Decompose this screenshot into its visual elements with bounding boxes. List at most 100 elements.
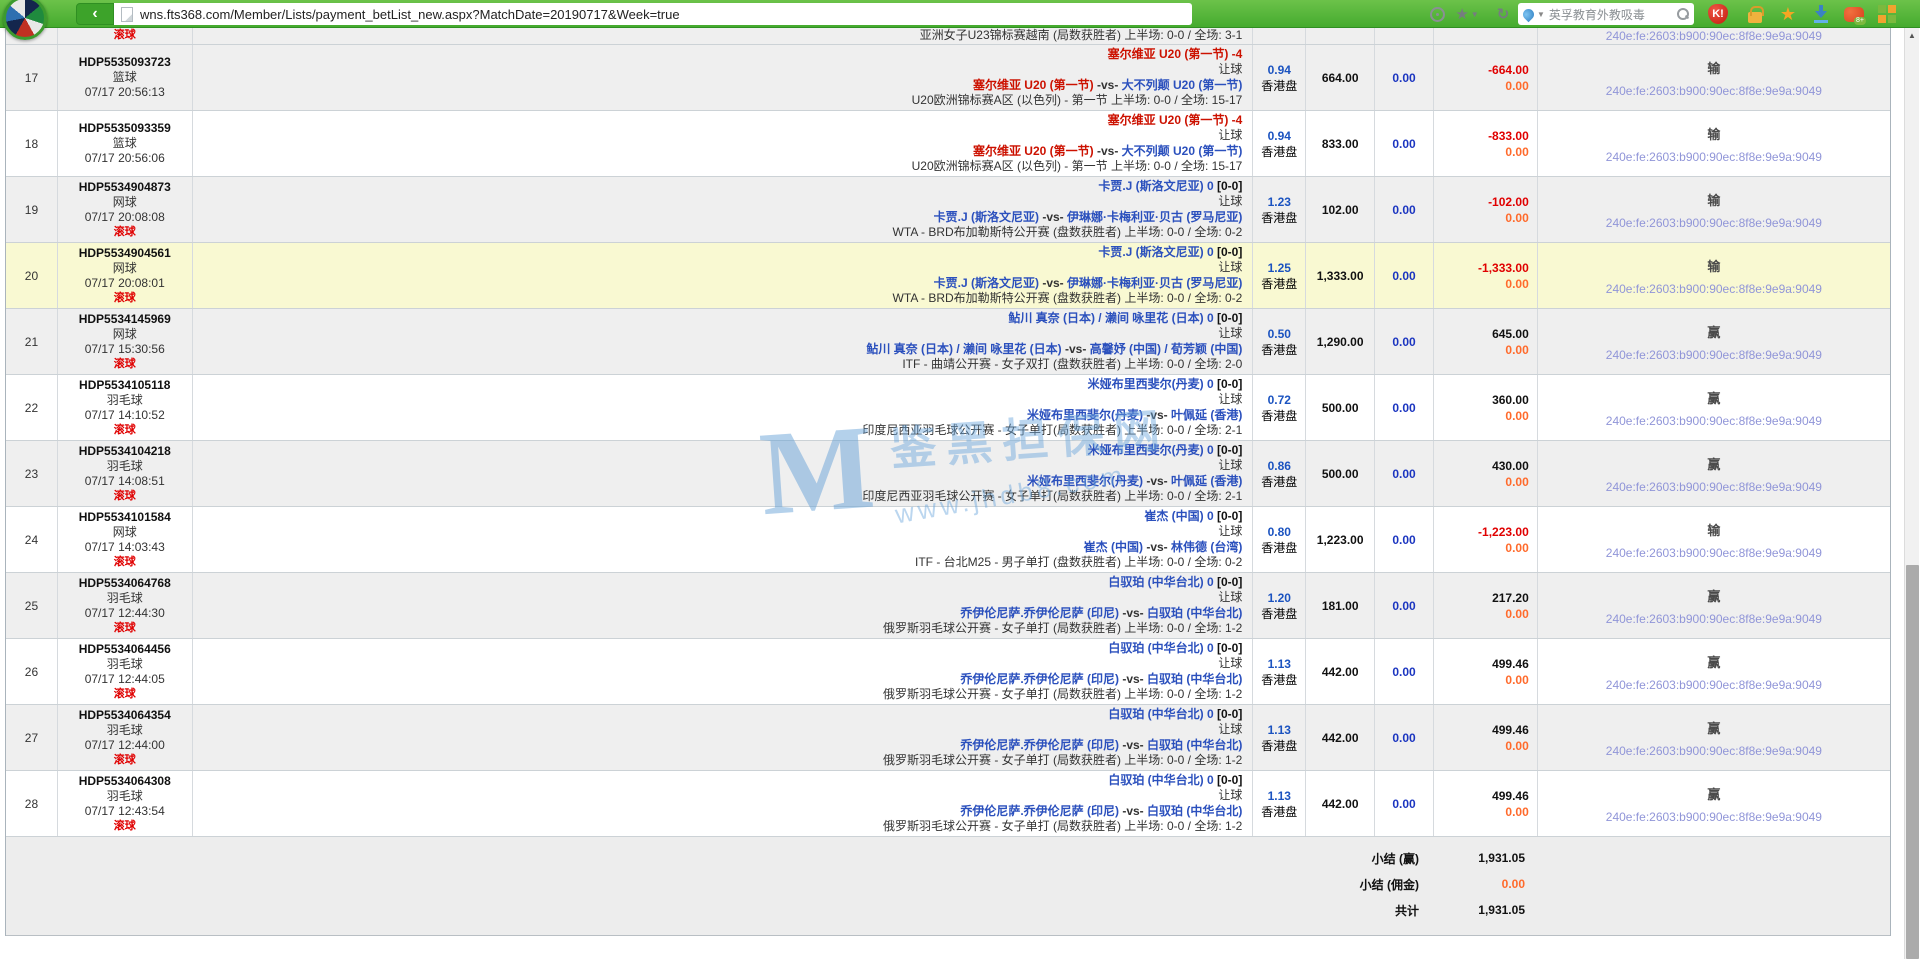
winloss-cell: -833.00 0.00 [1434, 111, 1538, 176]
bet-time: 07/17 20:56:06 [84, 151, 165, 165]
games-icon[interactable] [1842, 3, 1866, 25]
table-row[interactable]: 17 HDP5535093723 篮球 07/17 20:56:13 塞尔维亚 … [6, 45, 1890, 111]
winloss-value: -833.00 [1488, 128, 1529, 143]
match-details: 崔杰 (中国) 0 [0-0] 让球 崔杰 (中国) -vs- 林伟德 (台湾)… [193, 507, 1254, 572]
result-cell: 输 240e:fe:2603:b900:90ec:8f8e:9e9a:9049 [1538, 111, 1890, 176]
apps-grid-icon[interactable] [1876, 3, 1898, 25]
teams-line: 塞尔维亚 U20 (第一节) -vs- 大不列颠 U20 (第一节) [972, 77, 1243, 92]
table-row[interactable]: 21 HDP5534145969 网球 07/17 15:30:56 滚球 鲇川… [6, 309, 1890, 375]
odds-value: 0.94 [1267, 62, 1291, 77]
bet-time: 07/17 20:56:13 [84, 85, 165, 99]
summary-row-commission: 小结 (佣金) 0.00 [6, 871, 1890, 897]
table-row[interactable]: 28 HDP5534064308 羽毛球 07/17 12:43:54 滚球 白… [6, 771, 1890, 837]
winloss-cell: -1,333.00 0.00 [1434, 243, 1538, 308]
bet-time: 07/17 12:44:30 [84, 605, 165, 620]
bet-time: 07/17 20:08:08 [84, 209, 165, 224]
summary-section: 小结 (赢) 1,931.05 小结 (佣金) 0.00 共计 1,931.05 [6, 837, 1890, 936]
browser-search-box[interactable]: ▼ 英孚教育外教吸毒 [1518, 3, 1694, 25]
winloss-cell: 360.00 0.00 [1434, 375, 1538, 440]
bet-time: 07/17 14:10:52 [84, 407, 165, 422]
result-label: 赢 [1707, 786, 1721, 802]
table-row[interactable]: 26 HDP5534064456 羽毛球 07/17 12:44:05 滚球 白… [6, 639, 1890, 705]
league-line: 亚洲女子U23锦标赛越南 (局数获胜者) 上半场: 0-0 / 全场: 3-1 [919, 28, 1243, 42]
amount-cell: 1,290.00 [1306, 309, 1376, 374]
row-number: 19 [6, 177, 58, 242]
bet-time: 07/17 14:08:51 [84, 473, 165, 488]
commission-value: 0.00 [1505, 144, 1529, 159]
commission-value: 0.00 [1505, 408, 1529, 423]
table-row[interactable]: 27 HDP5534064354 羽毛球 07/17 12:44:00 滚球 白… [6, 705, 1890, 771]
search-engine-caret-icon[interactable]: ▼ [1537, 9, 1545, 19]
back-button[interactable]: ‹ [76, 3, 114, 25]
odds-value: 0.72 [1267, 392, 1291, 407]
summary-label: 小结 (赢) [1371, 851, 1419, 866]
result-label: 赢 [1707, 720, 1721, 736]
security-shield-icon[interactable]: K! [1706, 3, 1730, 25]
favorite-star-icon[interactable]: ★ [1779, 3, 1797, 24]
sport-label: 羽毛球 [106, 788, 143, 803]
winloss-cell: -102.00 0.00 [1434, 177, 1538, 242]
league-line: 俄罗斯羽毛球公开赛 - 女子单打 (局数获胜者) 上半场: 0-0 / 全场: … [882, 621, 1243, 635]
live-badge: 滚球 [113, 225, 136, 238]
url-text[interactable]: wns.fts368.com/Member/Lists/payment_betL… [140, 6, 680, 22]
sport-label: 羽毛球 [106, 590, 143, 605]
table-row[interactable]: 25 HDP5534064768 羽毛球 07/17 12:44:30 滚球 白… [6, 573, 1890, 639]
scroll-up-arrow-icon[interactable]: ▲ [1908, 31, 1916, 40]
choice-line: 崔杰 (中国) 0 [0-0] [1144, 508, 1243, 523]
result-cell: 赢 240e:fe:2603:b900:90ec:8f8e:9e9a:9049 [1538, 573, 1890, 638]
bet-id: HDP5535093723 [78, 55, 171, 69]
odds-type: 香港盘 [1261, 474, 1298, 489]
browser-logo-ball-icon[interactable] [3, 0, 47, 40]
bet-info: HDP5534145969 网球 07/17 15:30:56 滚球 [58, 309, 193, 374]
valid-amount-cell: 0.00 [1375, 243, 1434, 308]
table-row[interactable]: 23 HDP5534104218 羽毛球 07/17 14:08:51 滚球 米… [6, 441, 1890, 507]
result-label: 赢 [1707, 588, 1721, 604]
nav-wheel-icon[interactable] [1426, 3, 1448, 25]
scrollbar-thumb[interactable] [1906, 565, 1919, 959]
amount-cell [1306, 28, 1376, 44]
table-row[interactable]: 20 HDP5534904561 网球 07/17 20:08:01 滚球 卡贾… [6, 243, 1890, 309]
refresh-icon[interactable]: ↻ [1496, 6, 1510, 23]
teams-line: 乔伊伦尼萨.乔伊伦尼萨 (印尼) -vs- 白驭珀 (中华台北) [960, 803, 1243, 818]
bet-time: 07/17 14:03:43 [84, 539, 165, 554]
row-number: 20 [6, 243, 58, 308]
teams-line: 米娅布里西斐尔(丹麦) -vs- 叶佩延 (香港) [1026, 407, 1243, 422]
table-row[interactable]: 22 HDP5534105118 羽毛球 07/17 14:10:52 滚球 米… [6, 375, 1890, 441]
table-row[interactable]: 19 HDP5534904873 网球 07/17 20:08:08 滚球 卡贾… [6, 177, 1890, 243]
bet-info: HDP5535093723 篮球 07/17 20:56:13 [58, 45, 193, 110]
download-icon[interactable] [1810, 3, 1832, 25]
sport-label: 羽毛球 [106, 722, 143, 737]
summary-value: 0.00 [1501, 877, 1525, 891]
valid-amount-cell: 0.00 [1375, 111, 1434, 176]
odds-cell: 0.80 香港盘 [1253, 507, 1307, 572]
winloss-value: -664.00 [1488, 62, 1529, 77]
odds-cell: 1.25 香港盘 [1253, 243, 1307, 308]
odds-type: 香港盘 [1261, 738, 1298, 753]
bet-id: HDP5534064354 [78, 707, 171, 722]
winloss-cell: 499.46 0.00 [1434, 639, 1538, 704]
odds-cell: 0.86 香港盘 [1253, 441, 1307, 506]
winloss-value: -102.00 [1488, 194, 1529, 209]
bet-id: HDP5534104218 [78, 443, 171, 458]
table-row[interactable]: 18 HDP5535093359 篮球 07/17 20:56:06 塞尔维亚 … [6, 111, 1890, 177]
match-details: 塞尔维亚 U20 (第一节) -4 让球 塞尔维亚 U20 (第一节) -vs-… [193, 111, 1254, 176]
sport-label: 羽毛球 [106, 392, 143, 407]
league-line: ITF - 台北M25 - 男子单打 (盘数获胜者) 上半场: 0-0 / 全场… [914, 555, 1243, 569]
winloss-value: 360.00 [1492, 392, 1529, 407]
table-row[interactable]: 24 HDP5534101584 网球 07/17 14:03:43 滚球 崔杰… [6, 507, 1890, 573]
bookmark-star-icon[interactable]: ★ ▼ [1455, 6, 1479, 23]
bet-info: HDP5534105118 羽毛球 07/17 14:10:52 滚球 [58, 375, 193, 440]
table-row-partial[interactable]: 滚球 亚洲女子U23锦标赛越南 (局数获胜者) 上半场: 0-0 / 全场: 3… [6, 28, 1890, 45]
result-label: 赢 [1707, 456, 1721, 472]
winloss-cell: -1,223.00 0.00 [1434, 507, 1538, 572]
address-bar[interactable]: wns.fts368.com/Member/Lists/payment_betL… [114, 3, 1192, 25]
lock-icon[interactable] [1744, 3, 1766, 25]
ip-address: 240e:fe:2603:b900:90ec:8f8e:9e9a:9049 [1605, 281, 1822, 296]
search-engine-icon[interactable] [1520, 6, 1537, 22]
valid-amount-cell [1375, 28, 1434, 44]
search-suggestion-text[interactable]: 英孚教育外教吸毒 [1548, 7, 1645, 22]
result-cell: 输 240e:fe:2603:b900:90ec:8f8e:9e9a:9049 [1538, 45, 1890, 110]
vertical-scrollbar[interactable]: ▲ [1904, 28, 1919, 959]
magnifier-icon[interactable] [1677, 8, 1689, 20]
bet-info: HDP5534904561 网球 07/17 20:08:01 滚球 [58, 243, 193, 308]
